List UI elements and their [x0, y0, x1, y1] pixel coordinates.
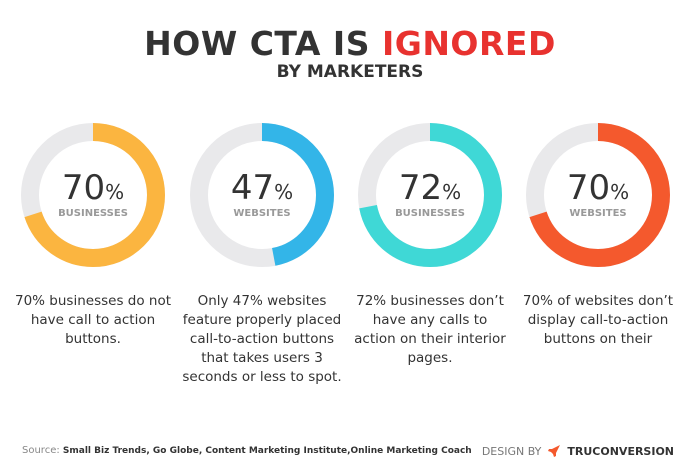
donut-value-label: 72%	[399, 168, 461, 208]
donut-category-label: BUSINESSES	[58, 208, 128, 219]
donut-value-label: 47%	[231, 168, 293, 208]
description-4: 70% of websites don’t display call-to-ac…	[522, 293, 674, 347]
infographic-subtitle: BY MARKETERS	[276, 62, 424, 82]
donut-value-label: 70%	[567, 168, 629, 208]
donut-value-arc	[358, 123, 502, 267]
description-1: 70% businesses do not have call to actio…	[15, 293, 171, 347]
donut-value-label: 70%	[62, 168, 124, 208]
infographic-title: HOW CTA IS IGNORED	[0, 24, 700, 63]
donut-4: 70%WEBSITES	[526, 123, 670, 267]
source-line: Source: Small Biz Trends, Go Globe, Cont…	[22, 445, 472, 456]
title-text: HOW CTA IS	[144, 24, 382, 63]
brand-name: TRUCONVERSION	[567, 444, 674, 458]
source-label: Source:	[22, 445, 60, 456]
donut-category-label: WEBSITES	[233, 208, 290, 219]
description-3: 72% businesses don’t have any calls to a…	[354, 293, 506, 366]
donut-value-arc	[21, 123, 165, 267]
rocket-icon	[548, 445, 561, 457]
donut-value-arc	[190, 123, 334, 267]
donut-charts: 70%BUSINESSES47%WEBSITES72%BUSINESSES70%…	[21, 123, 670, 267]
donut-category-label: WEBSITES	[569, 208, 626, 219]
title-highlight: IGNORED	[381, 24, 556, 63]
design-credit: DESIGN BY TRUCONVERSION	[482, 444, 674, 458]
source-list: Small Biz Trends, Go Globe, Content Mark…	[62, 446, 472, 456]
description-2: Only 47% websites feature properly place…	[182, 293, 342, 385]
donut-3: 72%BUSINESSES	[358, 123, 502, 267]
donut-value-arc	[526, 123, 670, 267]
donut-1: 70%BUSINESSES	[21, 123, 165, 267]
donut-2: 47%WEBSITES	[190, 123, 334, 267]
donut-category-label: BUSINESSES	[395, 208, 465, 219]
design-by-label: DESIGN BY	[481, 444, 542, 458]
